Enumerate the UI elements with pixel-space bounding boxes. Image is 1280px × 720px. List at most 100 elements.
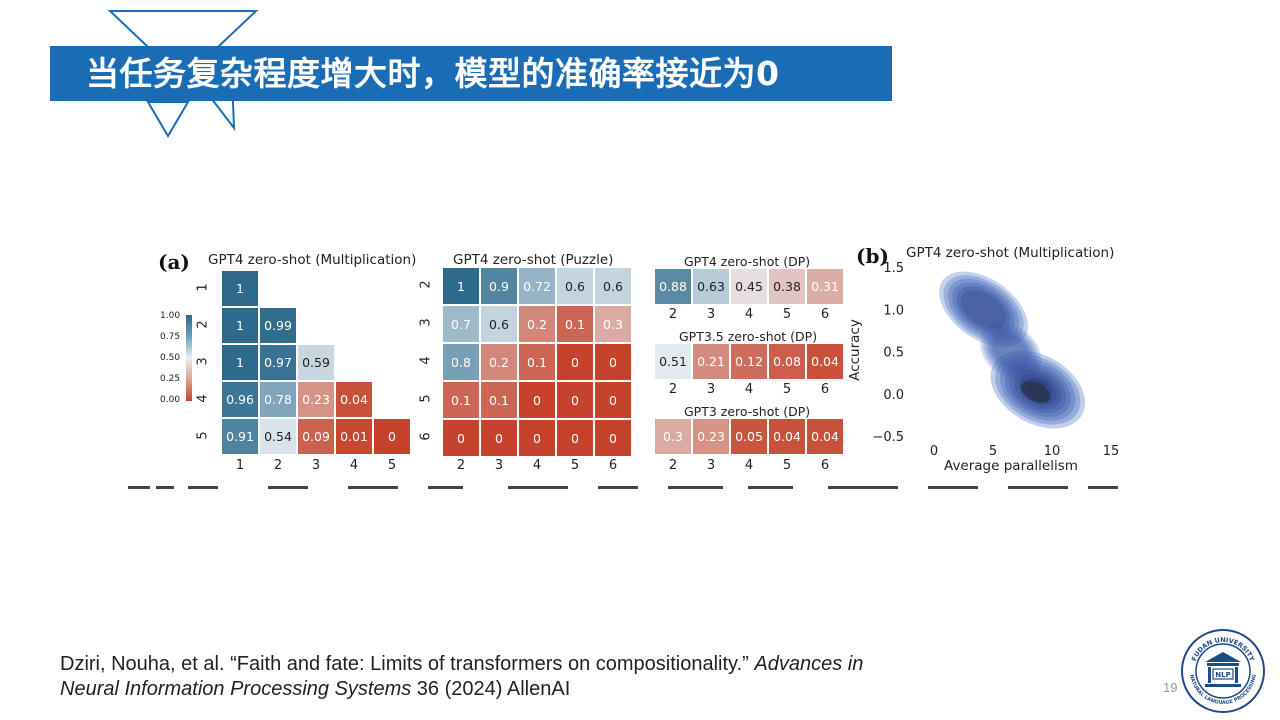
density-contour [947, 278, 1020, 340]
heatmap-cell: 0.23 [692, 418, 730, 455]
density-contour [960, 289, 1007, 329]
x-tick: 5 [782, 382, 792, 397]
heatmap-cell: 1 [442, 267, 480, 305]
x-tick: 10 [1044, 444, 1061, 459]
heatmap-cell: 0.1 [442, 381, 480, 419]
heatmap-cell: 0.72 [518, 267, 556, 305]
chart-title-puzzle: GPT4 zero-shot (Puzzle) [453, 252, 614, 268]
heatmap-cell: 0.6 [480, 305, 518, 343]
x-tick: 2 [273, 458, 283, 473]
heatmap-cell: 0.38 [768, 268, 806, 305]
x-tick: 5 [570, 458, 580, 473]
x-tick: 5 [989, 444, 997, 459]
x-tick: 3 [494, 458, 504, 473]
heatmap-cell: 0.31 [806, 268, 844, 305]
x-tick: 4 [744, 307, 754, 322]
heatmap-cell: 0.3 [594, 305, 632, 343]
x-tick: 3 [706, 307, 716, 322]
x-tick: 6 [608, 458, 618, 473]
y-tick: 0.0 [883, 388, 904, 403]
x-tick: 4 [349, 458, 359, 473]
heatmap-cell: 0.8 [442, 343, 480, 381]
x-tick: 2 [456, 458, 466, 473]
density-contour [986, 328, 1036, 375]
heatmap-cell: 0.2 [480, 343, 518, 381]
svg-text:NLP: NLP [1215, 671, 1230, 679]
heatmap-cell: 0.09 [297, 418, 335, 455]
heatmap-cell: 0 [594, 343, 632, 381]
citation-journal-cont: Neural Information Processing Systems [60, 678, 412, 700]
colorbar-tick: 0.75 [160, 332, 181, 342]
y-tick: 1.0 [883, 303, 904, 318]
x-tick: 4 [744, 382, 754, 397]
heatmap-cell: 0.05 [730, 418, 768, 455]
triangle-decoration [107, 10, 259, 138]
chart-title-kde: GPT4 zero-shot (Multiplication) [906, 245, 1115, 261]
heatmap-cell: 0.78 [259, 381, 297, 418]
heatmap-cell: 0.51 [654, 343, 692, 380]
x-tick: 6 [820, 458, 830, 473]
panel-label-b: (b) [856, 244, 889, 268]
chart-title-multiplication: GPT4 zero-shot (Multiplication) [208, 252, 417, 268]
y-tick: 1.5 [883, 261, 904, 276]
x-tick: 5 [782, 307, 792, 322]
heatmap-cell: 0.96 [221, 381, 259, 418]
heatmap-cell: 0 [594, 419, 632, 457]
heatmap-cell: 0.1 [518, 343, 556, 381]
density-peak [1020, 381, 1051, 403]
heatmap-cell: 0 [373, 418, 411, 455]
chart-title-gpt4-dp: GPT4 zero-shot (DP) [684, 254, 811, 269]
x-tick: 4 [744, 458, 754, 473]
x-tick: 5 [782, 458, 792, 473]
density-contour [956, 286, 1011, 333]
x-tick: 1 [235, 458, 245, 473]
page-number: 19 [1163, 680, 1178, 695]
heatmap-cell: 0 [518, 381, 556, 419]
heatmap-cell: 0.9 [480, 267, 518, 305]
colorbar-tick: 0.00 [160, 395, 181, 405]
heatmap-cell: 0.04 [806, 418, 844, 455]
heatmap-cell: 0.1 [556, 305, 594, 343]
x-tick: 6 [820, 307, 830, 322]
density-contour [983, 325, 1039, 378]
heatmap-cell: 0.2 [518, 305, 556, 343]
citation-journal: Advances in [754, 653, 864, 675]
citation-text: Dziri, Nouha, et al. “Faith and fate: Li… [60, 653, 755, 675]
heatmap-cell: 1 [221, 307, 259, 344]
citation: Dziri, Nouha, et al. “Faith and fate: Li… [60, 652, 863, 702]
heatmap-cell: 0.45 [730, 268, 768, 305]
heatmap-cell: 0.04 [806, 343, 844, 380]
chart-title-gpt3-dp: GPT3 zero-shot (DP) [684, 404, 811, 419]
x-axis-label: Average parallelism [944, 458, 1078, 474]
heatmap-cell: 0 [518, 419, 556, 457]
heatmap-cell: 0.04 [768, 418, 806, 455]
heatmap-cell: 0.7 [442, 305, 480, 343]
x-tick: 0 [930, 444, 938, 459]
heatmap-cell: 0.54 [259, 418, 297, 455]
density-contour [943, 275, 1024, 344]
colorbar-tick: 0.25 [160, 374, 181, 384]
heatmap-cell: 0.97 [259, 344, 297, 381]
density-contour [992, 333, 1030, 370]
heatmap-cell: 0.63 [692, 268, 730, 305]
heatmap-cell: 0 [556, 419, 594, 457]
density-contour [952, 282, 1015, 337]
x-tick: 5 [387, 458, 397, 473]
heatmap-cell: 0.23 [297, 381, 335, 418]
fudan-nlp-logo-icon: FUDAN UNIVERSITY NATURAL LANGUAGE PROCES… [1181, 629, 1265, 713]
chart-title-gpt35-dp: GPT3.5 zero-shot (DP) [679, 329, 818, 344]
density-contour [939, 271, 1028, 348]
heatmap-cell: 0 [480, 419, 518, 457]
heatmap-cell: 0.88 [654, 268, 692, 305]
x-tick: 15 [1103, 444, 1120, 459]
colorbar-tick: 0.50 [160, 353, 181, 363]
y-tick: 0.5 [883, 346, 904, 361]
heatmap-cell: 0.04 [335, 381, 373, 418]
heatmap-cell: 1 [221, 270, 259, 307]
heatmap-cell: 0.6 [594, 267, 632, 305]
heatmap-cell: 1 [221, 344, 259, 381]
x-tick: 3 [706, 458, 716, 473]
heatmap-cell: 0 [556, 343, 594, 381]
y-axis-label: Accuracy [847, 319, 863, 381]
